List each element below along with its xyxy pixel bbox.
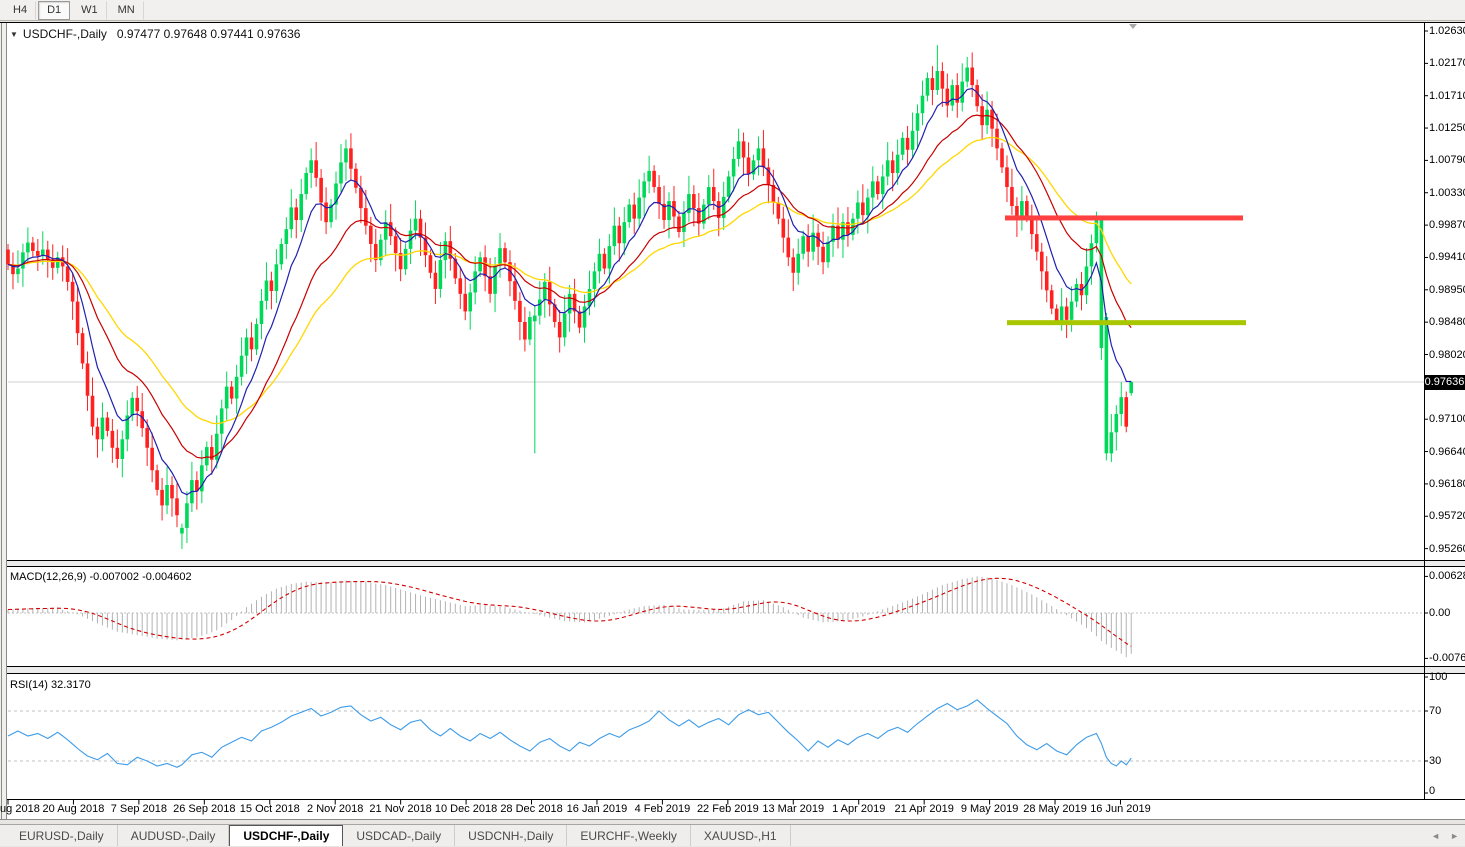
price-axis-label: 0.98480 — [1429, 316, 1465, 329]
price-axis-label: 0.98020 — [1429, 348, 1465, 361]
time-axis-date-label: 1 Aug 2018 — [0, 803, 40, 815]
macd-histogram — [7, 576, 1132, 658]
panel-splitter-2 — [7, 667, 1465, 673]
ma-fast-line — [7, 87, 1132, 496]
tab-usdcnh-daily[interactable]: USDCNH-,Daily — [455, 825, 568, 846]
chart-canvas[interactable] — [0, 23, 1465, 819]
macd-axis-label: -0.007635 — [1429, 652, 1465, 664]
tab-usdcad-daily[interactable]: USDCAD-,Daily — [343, 825, 456, 846]
chart-title: ▼ USDCHF-,Daily 0.97477 0.97648 0.97441 0.… — [10, 27, 300, 41]
window-left-edge — [0, 23, 7, 819]
tab-usdchf-daily[interactable]: USDCHF-,Daily — [229, 825, 344, 846]
chart-symbol-label: USDCHF-,Daily — [22, 27, 107, 41]
macd-signal-line — [7, 577, 1132, 647]
price-axis-label: 1.02630 — [1429, 25, 1465, 37]
time-axis-date-label: 4 Feb 2019 — [634, 803, 691, 815]
hline-red — [1005, 215, 1243, 221]
chart-tab-bar: EURUSD-,Daily AUDUSD-,Daily USDCHF-,Daily U… — [0, 824, 1465, 846]
tab-eurusd-daily[interactable]: EURUSD-,Daily — [6, 825, 118, 846]
macd-indicator-label: MACD(12,26,9) -0.007002 -0.004602 — [10, 571, 192, 583]
chart-ohlc-values: 0.97477 0.97648 0.97441 0.97636 — [116, 27, 301, 41]
current-price-tag: 0.97636 — [1424, 375, 1465, 390]
ma-mid-line — [7, 114, 1132, 459]
price-axis-label: 1.00790 — [1429, 154, 1465, 167]
rsi-axis-label: 30 — [1429, 755, 1442, 767]
time-axis-date-label: 16 Jan 2019 — [566, 803, 628, 815]
price-axis-label: 0.96180 — [1429, 477, 1465, 490]
time-axis-date-label: 26 Sep 2018 — [173, 803, 236, 815]
chart-window[interactable]: ▼ USDCHF-,Daily 0.97477 0.97648 0.97441 0.… — [0, 22, 1465, 820]
price-axis-label: 0.99410 — [1429, 251, 1465, 264]
macd-axis-label: 0.00 — [1429, 607, 1451, 619]
rsi-axis-label: 70 — [1429, 705, 1442, 717]
tab-scroll-left-icon[interactable]: ◄ — [1431, 831, 1441, 841]
price-axis-label: 0.97100 — [1429, 413, 1465, 426]
timeframe-button-w1[interactable]: W1 — [72, 0, 107, 20]
rsi-indicator-label: RSI(14) 32.3170 — [10, 679, 91, 691]
price-axis-label: 1.01250 — [1429, 122, 1465, 135]
tab-eurchf-weekly[interactable]: EURCHF-,Weekly — [567, 825, 691, 846]
price-axis-label: 1.02170 — [1429, 57, 1465, 70]
symbol-dropdown-icon[interactable]: ▼ — [10, 30, 18, 39]
time-axis-date-label: 20 Aug 2018 — [42, 803, 105, 815]
ma-slow-line — [7, 136, 1132, 425]
candles-layer — [6, 45, 1134, 549]
time-axis-date-label: 28 May 2019 — [1023, 803, 1087, 815]
rsi-axis-label: 0 — [1429, 785, 1436, 797]
time-axis-date-label: 15 Oct 2018 — [239, 803, 300, 815]
tab-scroll-right-icon[interactable]: ► — [1450, 831, 1459, 841]
price-axis-label: 0.98950 — [1429, 283, 1465, 296]
price-axis-label: 1.00330 — [1429, 186, 1465, 199]
time-axis-date-label: 21 Nov 2018 — [369, 803, 432, 815]
price-axis-label: 1.01710 — [1429, 89, 1465, 102]
price-axis-label: 0.99870 — [1429, 219, 1465, 232]
last-bar-marker-icon — [1129, 24, 1137, 29]
time-axis-date-label: 9 May 2019 — [960, 803, 1019, 815]
hline-olive — [1007, 320, 1246, 326]
timeframe-button-h4[interactable]: H4 — [4, 0, 37, 20]
timeframe-button-mn[interactable]: MN — [109, 0, 144, 20]
timeframe-toolbar: H4 D1 W1 MN — [0, 0, 1465, 21]
panel-splitter-1 — [7, 561, 1465, 567]
price-axis-label: 0.95260 — [1429, 542, 1465, 555]
rsi-axis-label: 100 — [1429, 671, 1448, 683]
tab-xauusd-h1[interactable]: XAUUSD-,H1 — [691, 825, 791, 846]
time-axis-date-label: 21 Apr 2019 — [894, 803, 954, 815]
time-axis-date-label: 7 Sep 2018 — [110, 803, 168, 815]
time-axis-date-label: 10 Dec 2018 — [434, 803, 498, 815]
price-axis-label: 0.96640 — [1429, 445, 1465, 458]
tab-audusd-daily[interactable]: AUDUSD-,Daily — [118, 825, 230, 846]
price-axis-label: 0.95720 — [1429, 510, 1465, 523]
timeframe-button-d1[interactable]: D1 — [38, 0, 71, 20]
time-axis-date-label: 13 Mar 2019 — [762, 803, 825, 815]
rsi-line — [7, 699, 1132, 768]
time-axis-date-label: 22 Feb 2019 — [696, 803, 759, 815]
time-axis-date-label: 1 Apr 2019 — [832, 803, 886, 815]
time-axis-date-label: 2 Nov 2018 — [307, 803, 364, 815]
time-axis-date-label: 16 Jun 2019 — [1090, 803, 1151, 815]
macd-axis-label: 0.006286 — [1429, 570, 1465, 582]
time-axis-date-label: 28 Dec 2018 — [500, 803, 563, 815]
